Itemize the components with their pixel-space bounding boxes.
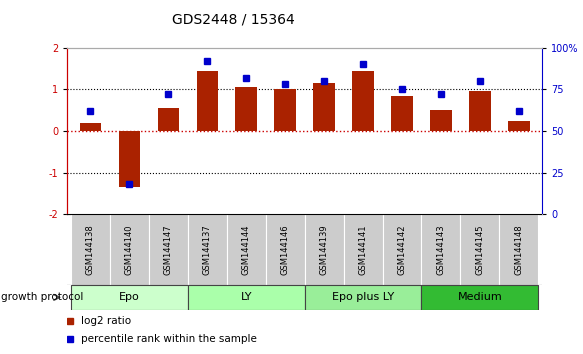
Text: GSM144141: GSM144141 — [359, 224, 367, 275]
Bar — [188, 214, 227, 285]
Bar — [119, 131, 140, 187]
Bar — [391, 96, 413, 131]
Bar — [422, 214, 461, 285]
Bar — [382, 214, 422, 285]
Text: LY: LY — [240, 292, 252, 302]
Text: GSM144138: GSM144138 — [86, 224, 95, 275]
Bar — [71, 214, 110, 285]
Bar — [275, 88, 296, 131]
Bar — [227, 214, 266, 285]
Bar — [500, 214, 538, 285]
Bar — [352, 71, 374, 131]
Bar — [236, 87, 257, 131]
Bar — [469, 91, 490, 131]
Text: GSM144146: GSM144146 — [280, 224, 290, 275]
Text: GSM144147: GSM144147 — [164, 224, 173, 275]
Text: GDS2448 / 15364: GDS2448 / 15364 — [172, 12, 295, 27]
Bar — [196, 71, 218, 131]
Bar — [305, 214, 343, 285]
Text: GSM144144: GSM144144 — [242, 224, 251, 275]
Text: GSM144139: GSM144139 — [319, 224, 329, 275]
Bar — [266, 214, 305, 285]
Text: percentile rank within the sample: percentile rank within the sample — [81, 334, 257, 344]
Text: growth protocol: growth protocol — [1, 292, 83, 302]
Text: GSM144140: GSM144140 — [125, 224, 134, 275]
Bar — [422, 285, 538, 310]
Bar — [314, 83, 335, 131]
Bar — [71, 285, 188, 310]
Text: Epo: Epo — [119, 292, 140, 302]
Bar — [508, 121, 529, 131]
Bar — [430, 110, 452, 131]
Bar — [80, 123, 101, 131]
Text: GSM144143: GSM144143 — [437, 224, 445, 275]
Text: Medium: Medium — [458, 292, 502, 302]
Text: GSM144142: GSM144142 — [398, 224, 406, 275]
Text: log2 ratio: log2 ratio — [81, 316, 131, 326]
Text: GSM144148: GSM144148 — [514, 224, 524, 275]
Text: GSM144145: GSM144145 — [475, 224, 484, 275]
Bar — [110, 214, 149, 285]
Bar — [461, 214, 500, 285]
Bar — [149, 214, 188, 285]
Text: Epo plus LY: Epo plus LY — [332, 292, 394, 302]
Bar — [305, 285, 422, 310]
Bar — [157, 108, 179, 131]
Bar — [188, 285, 305, 310]
Text: GSM144137: GSM144137 — [203, 224, 212, 275]
Bar — [343, 214, 382, 285]
